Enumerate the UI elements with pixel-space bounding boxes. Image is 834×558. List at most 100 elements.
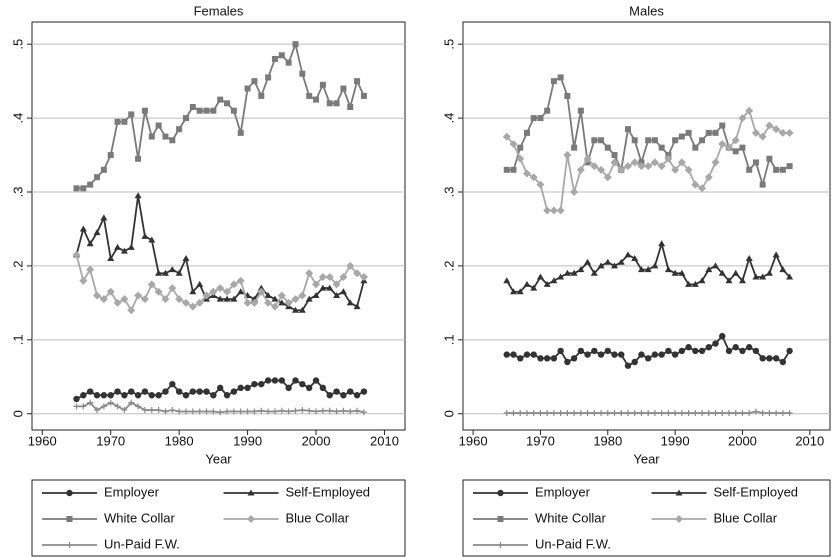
marker bbox=[705, 129, 712, 136]
marker bbox=[244, 408, 251, 415]
marker bbox=[631, 410, 638, 416]
marker bbox=[264, 377, 272, 384]
marker bbox=[298, 291, 307, 300]
marker bbox=[571, 410, 578, 416]
marker bbox=[712, 410, 719, 416]
marker bbox=[603, 173, 612, 182]
marker bbox=[203, 388, 210, 395]
marker bbox=[598, 410, 605, 416]
marker bbox=[591, 347, 598, 355]
marker bbox=[778, 128, 787, 137]
marker bbox=[550, 410, 557, 416]
marker bbox=[732, 344, 739, 351]
marker bbox=[114, 403, 121, 410]
y-tick-label: 0 bbox=[10, 410, 25, 417]
marker bbox=[638, 351, 645, 358]
marker bbox=[738, 114, 747, 123]
marker bbox=[711, 158, 720, 167]
marker bbox=[631, 137, 638, 144]
marker bbox=[120, 247, 128, 254]
marker bbox=[751, 128, 760, 137]
marker bbox=[677, 158, 686, 167]
plot-frame bbox=[462, 21, 831, 431]
legend-label: Un-Paid F.W. bbox=[104, 536, 180, 551]
marker bbox=[719, 410, 726, 416]
marker bbox=[347, 388, 354, 395]
marker bbox=[692, 144, 699, 151]
marker bbox=[224, 100, 231, 107]
marker bbox=[80, 403, 87, 410]
marker bbox=[244, 85, 251, 92]
marker bbox=[210, 408, 217, 415]
marker bbox=[354, 78, 361, 85]
marker bbox=[278, 377, 286, 384]
marker bbox=[176, 126, 183, 133]
marker bbox=[698, 347, 706, 355]
marker bbox=[617, 258, 625, 265]
legend-label: Blue Collar bbox=[286, 510, 350, 525]
marker bbox=[251, 380, 258, 388]
marker bbox=[503, 277, 511, 284]
marker bbox=[597, 165, 606, 174]
marker bbox=[637, 266, 645, 273]
marker bbox=[725, 277, 733, 284]
marker bbox=[148, 407, 155, 414]
marker bbox=[651, 262, 659, 269]
marker bbox=[94, 407, 101, 414]
marker bbox=[510, 288, 518, 295]
marker bbox=[704, 173, 713, 182]
marker bbox=[665, 347, 672, 355]
marker bbox=[360, 92, 367, 99]
y-tick-label: .1 bbox=[441, 334, 456, 345]
marker bbox=[292, 377, 299, 384]
marker bbox=[162, 133, 169, 140]
marker bbox=[141, 388, 149, 395]
legend-label: Employer bbox=[104, 484, 160, 499]
marker bbox=[79, 276, 88, 285]
marker bbox=[725, 410, 732, 416]
marker bbox=[665, 410, 672, 416]
marker bbox=[509, 139, 518, 148]
marker bbox=[189, 388, 197, 395]
marker bbox=[299, 70, 306, 77]
marker bbox=[182, 255, 190, 262]
marker bbox=[359, 273, 368, 281]
marker bbox=[522, 169, 531, 178]
marker bbox=[759, 181, 766, 188]
marker bbox=[347, 104, 354, 110]
y-tick-label: 0 bbox=[441, 410, 456, 417]
marker bbox=[617, 165, 626, 174]
marker bbox=[196, 280, 204, 287]
marker bbox=[155, 269, 163, 276]
marker bbox=[692, 347, 699, 355]
marker bbox=[577, 266, 585, 273]
marker bbox=[265, 74, 272, 81]
marker bbox=[148, 392, 155, 399]
y-tick-label: .2 bbox=[10, 260, 25, 271]
marker bbox=[557, 410, 564, 416]
marker bbox=[732, 148, 739, 155]
legend-label: White Collar bbox=[535, 510, 606, 525]
marker bbox=[189, 104, 196, 110]
marker bbox=[631, 358, 638, 366]
marker bbox=[719, 332, 726, 340]
marker bbox=[712, 129, 719, 136]
marker bbox=[644, 355, 652, 362]
marker bbox=[326, 392, 333, 399]
marker bbox=[577, 347, 585, 355]
marker bbox=[638, 410, 645, 416]
marker bbox=[258, 380, 265, 388]
marker bbox=[80, 392, 87, 399]
marker bbox=[305, 384, 313, 392]
marker bbox=[725, 347, 733, 355]
marker bbox=[604, 347, 611, 355]
marker bbox=[107, 152, 114, 159]
x-tick-label: 1990 bbox=[661, 433, 690, 448]
marker bbox=[135, 403, 142, 410]
marker bbox=[114, 243, 122, 250]
series-line bbox=[76, 41, 365, 190]
marker bbox=[658, 144, 665, 151]
marker bbox=[360, 388, 368, 395]
marker bbox=[731, 136, 740, 145]
